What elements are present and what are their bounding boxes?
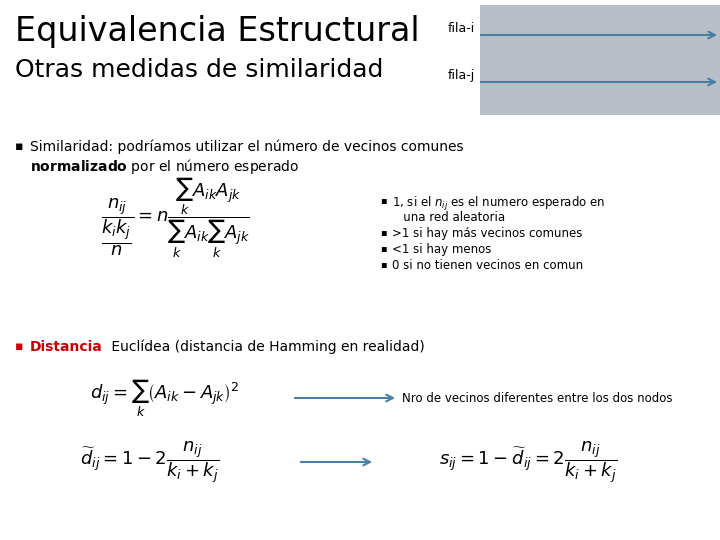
Text: $s_{ij} = 1 - \widetilde{d}_{ij} = 2\dfrac{n_{ij}}{k_i + k_j}$: $s_{ij} = 1 - \widetilde{d}_{ij} = 2\dfr… — [439, 439, 617, 485]
Text: <1 si hay menos: <1 si hay menos — [392, 243, 491, 256]
Text: ▪: ▪ — [380, 243, 387, 253]
Text: Equivalencia Estructural: Equivalencia Estructural — [15, 15, 420, 48]
Text: fila-j: fila-j — [448, 69, 475, 82]
Text: ▪: ▪ — [15, 340, 24, 353]
Text: 1, si el $n_{ij}$ es el numero esperado en: 1, si el $n_{ij}$ es el numero esperado … — [392, 195, 606, 213]
Text: una red aleatoria: una red aleatoria — [392, 211, 505, 224]
Text: Euclídea (distancia de Hamming en realidad): Euclídea (distancia de Hamming en realid… — [107, 340, 425, 354]
Text: 0 si no tienen vecinos en comun: 0 si no tienen vecinos en comun — [392, 259, 583, 272]
Text: $\widetilde{d}_{ij} = 1 - 2\dfrac{n_{ij}}{k_i + k_j}$: $\widetilde{d}_{ij} = 1 - 2\dfrac{n_{ij}… — [81, 439, 220, 485]
Text: ▪: ▪ — [380, 227, 387, 237]
Text: ▪: ▪ — [15, 140, 24, 153]
Text: $d_{ij} = \sum_{k}\left(A_{ik} - A_{jk}\right)^2$: $d_{ij} = \sum_{k}\left(A_{ik} - A_{jk}\… — [90, 377, 240, 418]
Text: Distancia: Distancia — [30, 340, 103, 354]
Text: Otras medidas de similaridad: Otras medidas de similaridad — [15, 58, 383, 82]
Text: ▪: ▪ — [380, 195, 387, 205]
Text: ▪: ▪ — [380, 259, 387, 269]
Bar — [480, 5, 720, 115]
Text: $\mathbf{normalizado}$ por el número esperado: $\mathbf{normalizado}$ por el número esp… — [30, 157, 300, 176]
Text: Similaridad: podríamos utilizar el número de vecinos comunes: Similaridad: podríamos utilizar el númer… — [30, 140, 464, 154]
Text: $\dfrac{n_{ij}}{\dfrac{k_i k_j}{n}} = n\dfrac{\sum_k A_{ik}A_{jk}}{\sum_k A_{ik}: $\dfrac{n_{ij}}{\dfrac{k_i k_j}{n}} = n\… — [101, 176, 249, 260]
Text: fila-i: fila-i — [448, 22, 475, 35]
Text: >1 si hay más vecinos comunes: >1 si hay más vecinos comunes — [392, 227, 582, 240]
Text: Nro de vecinos diferentes entre los dos nodos: Nro de vecinos diferentes entre los dos … — [402, 392, 672, 404]
